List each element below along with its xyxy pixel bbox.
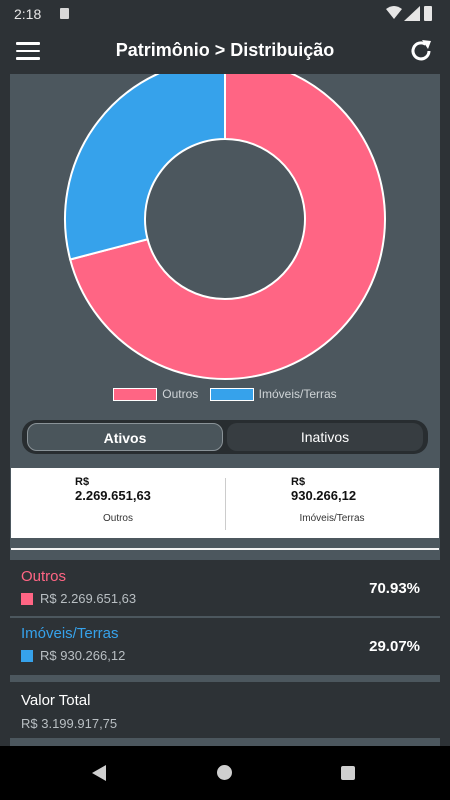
chart-legend: Outros Imóveis/Terras xyxy=(10,387,440,405)
row-name: Outros xyxy=(21,568,67,585)
signal-icon xyxy=(404,6,420,21)
status-time: 2:18 xyxy=(14,6,42,22)
system-nav-bar xyxy=(0,746,450,800)
card-outros: R$ 2.269.651,63 Outros xyxy=(11,468,225,538)
legend-swatch-outros xyxy=(113,387,158,401)
card-currency: R$ xyxy=(75,476,90,488)
distribution-panel: Outros Imóveis/Terras Ativos Inativos R$… xyxy=(10,74,440,746)
color-square-icon xyxy=(21,592,33,605)
status-tabs: Ativos Inativos xyxy=(22,420,428,454)
list-item-imoveis[interactable]: Imóveis/Terras R$ 930.266,12 29.07% xyxy=(10,618,440,675)
donut-slice-1[interactable] xyxy=(64,74,226,261)
card-label: Imóveis/Terras xyxy=(299,513,365,524)
color-square-icon xyxy=(21,649,33,662)
row-percent: 70.93% xyxy=(369,580,420,597)
sim-card-icon xyxy=(60,8,69,19)
wifi-icon xyxy=(386,6,402,19)
row-percent: 29.07% xyxy=(369,638,420,655)
total-label: Valor Total xyxy=(21,692,91,709)
donut-chart xyxy=(64,74,386,380)
row-amount-text: R$ 930.266,12 xyxy=(40,648,126,663)
legend-item-imoveis[interactable]: Imóveis/Terras xyxy=(209,387,337,401)
back-icon[interactable] xyxy=(92,765,106,781)
home-icon[interactable] xyxy=(217,765,232,780)
legend-swatch-imoveis xyxy=(209,387,254,401)
refresh-icon[interactable] xyxy=(408,38,434,64)
total-card: Valor Total R$ 3.199.917,75 xyxy=(10,682,440,738)
card-value: 930.266,12 xyxy=(291,488,357,503)
legend-label-outros: Outros xyxy=(162,387,199,401)
card-currency: R$ xyxy=(291,476,306,488)
card-divider xyxy=(225,478,226,530)
card-imoveis: R$ 930.266,12 Imóveis/Terras xyxy=(225,468,439,538)
status-bar: 2:18 xyxy=(0,0,450,28)
tab-ativos[interactable]: Ativos xyxy=(27,423,223,451)
list-item-outros[interactable]: Outros R$ 2.269.651,63 70.93% xyxy=(10,560,440,616)
divider xyxy=(11,548,439,550)
donut-slice-0[interactable] xyxy=(68,74,386,380)
card-label: Outros xyxy=(102,513,133,524)
divider xyxy=(11,538,439,548)
row-name: Imóveis/Terras xyxy=(21,625,119,642)
legend-item-outros[interactable]: Outros xyxy=(113,387,198,401)
battery-icon xyxy=(424,6,432,21)
page-title: Patrimônio > Distribuição xyxy=(115,40,335,60)
value-cards: R$ 2.269.651,63 Outros R$ 930.266,12 Imó… xyxy=(11,468,439,538)
hamburger-icon[interactable] xyxy=(16,42,40,60)
row-amount: R$ 2.269.651,63 xyxy=(21,591,136,606)
tab-inativos[interactable]: Inativos xyxy=(227,423,423,451)
card-value: 2.269.651,63 xyxy=(75,488,151,503)
row-amount-text: R$ 2.269.651,63 xyxy=(40,591,137,606)
recent-apps-icon[interactable] xyxy=(341,766,355,780)
total-amount: R$ 3.199.917,75 xyxy=(21,716,118,731)
app-bar: Patrimônio > Distribuição xyxy=(0,28,450,74)
row-amount: R$ 930.266,12 xyxy=(21,648,125,663)
legend-label-imoveis: Imóveis/Terras xyxy=(258,387,337,401)
